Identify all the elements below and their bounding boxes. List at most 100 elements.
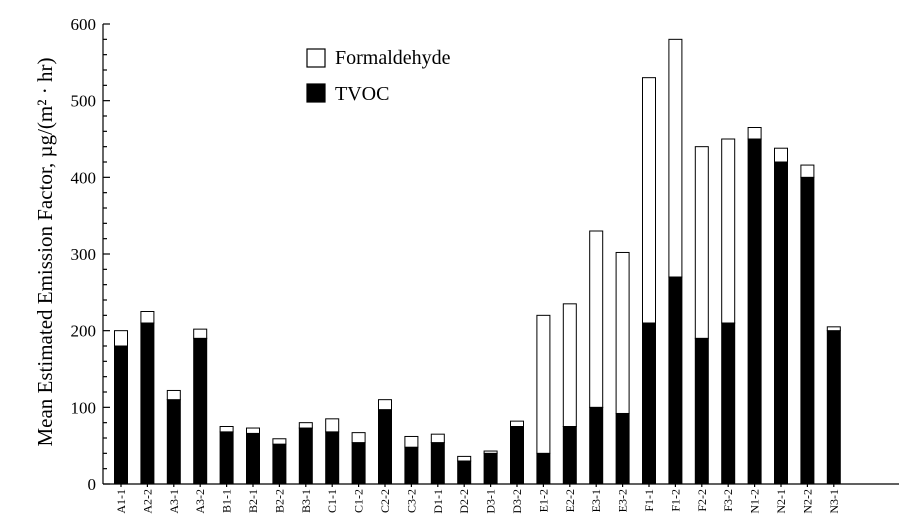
x-tick-label: N2-2 [800,489,814,514]
x-tick-label: E1-2 [536,489,550,512]
y-tick-label: 500 [71,92,97,111]
bar-formaldehyde-e3-2 [615,251,630,414]
bar-formaldehyde-c2-2 [378,399,392,411]
bar-formaldehyde-d3-1 [483,450,498,454]
y-tick-label: 300 [71,245,97,264]
x-tick-label: A3-1 [167,489,181,514]
bar-tvoc-d3-1 [483,452,498,485]
x-tick-label: F1-2 [668,489,682,512]
x-tick-label: C1-2 [352,489,366,513]
x-tick-label: N1-2 [748,489,762,514]
bar-tvoc-a3-2 [193,337,208,485]
x-tick-label: F3-2 [721,489,735,512]
x-tick-label: C3-2 [404,489,418,513]
bar-tvoc-f3-2 [721,322,736,485]
y-axis-label: Mean Estimated Emission Factor, µg/(m² ·… [33,57,57,446]
bar-formaldehyde-a3-2 [193,328,208,339]
x-tick-label: C2-2 [378,489,392,513]
bar-formaldehyde-c1-2 [351,432,366,444]
bar-tvoc-b1-1 [219,431,234,485]
y-tick-label: 0 [88,475,97,494]
bar-tvoc-n2-1 [774,161,788,485]
bar-formaldehyde-c3-2 [404,435,419,448]
x-ticks-group: A1-1 A2-2 A3-1 A3-2 B1-1 B2-1 B2-2 B3-1 C1-1 C1-2… [114,484,841,514]
x-tick-label: D3-1 [484,489,498,514]
bar-formaldehyde-f1-2 [668,38,683,278]
bar-tvoc-f1-1 [642,322,656,485]
bar-tvoc-n3-1 [826,330,841,485]
bar-formaldehyde-n2-2 [800,164,815,178]
bar-tvoc-a1-1 [114,345,128,485]
bar-tvoc-d1-1 [430,442,445,485]
bar-tvoc-a2-2 [140,322,155,485]
legend: Formaldehyde TVOC [306,47,451,105]
legend-swatch-formaldehyde [306,48,326,68]
legend-swatch-tvoc [306,83,326,103]
y-tick-label: 200 [71,322,97,341]
bars-group [114,38,841,485]
bar-formaldehyde-f3-2 [721,138,736,324]
x-tick-label: B3-1 [299,489,313,513]
bar-tvoc-b2-1 [246,432,260,485]
legend-label-tvoc: TVOC [335,83,389,105]
bar-tvoc-n2-2 [800,176,815,485]
bar-formaldehyde-e2-2 [562,303,577,428]
y-ticks-group: 0 100 200 300 400 500 600 [71,15,110,494]
bar-formaldehyde-b2-2 [272,438,287,445]
bar-tvoc-e1-2 [536,452,551,485]
x-tick-label: N2-1 [774,489,788,514]
bar-tvoc-b2-2 [272,443,287,485]
bar-tvoc-b3-1 [298,427,313,485]
x-tick-label: B2-2 [272,489,286,513]
bar-formaldehyde-f2-2 [694,146,709,339]
x-tick-label: D2-2 [457,489,471,514]
bar-tvoc-c1-1 [325,431,340,485]
bar-formaldehyde-d2-2 [457,455,472,462]
x-tick-label: F2-2 [695,489,709,512]
bar-formaldehyde-a3-1 [166,389,181,401]
bar-tvoc-c3-2 [404,446,419,485]
y-tick-label: 600 [71,15,97,34]
bar-tvoc-e3-2 [615,412,630,485]
y-tick-label: 100 [71,398,97,417]
bar-formaldehyde-b3-1 [298,422,313,429]
bar-formaldehyde-e1-2 [536,314,551,454]
x-tick-label: E2-2 [563,489,577,512]
x-tick-label: A1-1 [114,489,128,514]
bar-formaldehyde-e3-1 [589,230,604,408]
legend-label-formaldehyde: Formaldehyde [335,47,451,69]
bar-formaldehyde-d3-2 [510,420,524,427]
bar-tvoc-f2-2 [694,337,709,485]
bar-formaldehyde-a1-1 [114,330,128,347]
x-tick-label: A3-2 [193,489,207,514]
x-tick-label: A2-2 [140,489,154,514]
bar-formaldehyde-n1-2 [747,127,762,140]
bar-formaldehyde-n3-1 [826,326,841,332]
x-tick-label: E3-2 [616,489,630,512]
bar-tvoc-d3-2 [510,426,524,485]
bar-formaldehyde-f1-1 [642,77,656,324]
y-axis-label-group: Mean Estimated Emission Factor, µg/(m² ·… [33,57,57,446]
bar-formaldehyde-b2-1 [246,427,260,434]
x-tick-label: D3-2 [510,489,524,514]
bar-tvoc-c2-2 [378,409,392,485]
bar-tvoc-d2-2 [457,460,472,485]
y-tick-label: 400 [71,168,97,187]
bar-tvoc-e2-2 [562,426,577,485]
bar-formaldehyde-a2-2 [140,311,155,324]
x-tick-label: B1-1 [220,489,234,513]
bar-formaldehyde-n2-1 [774,147,788,163]
x-tick-label: F1-1 [642,489,656,512]
x-tick-label: D1-1 [431,489,445,514]
bar-formaldehyde-b1-1 [219,426,234,433]
bar-tvoc-a3-1 [166,399,181,485]
bar-tvoc-f1-2 [668,276,683,485]
bar-tvoc-e3-1 [589,406,604,485]
bar-tvoc-c1-2 [351,442,366,485]
x-tick-label: C1-1 [325,489,339,513]
bar-formaldehyde-c1-1 [325,418,340,433]
x-tick-label: N3-1 [827,489,841,514]
bar-formaldehyde-d1-1 [430,433,445,444]
x-tick-label: E3-1 [589,489,603,512]
